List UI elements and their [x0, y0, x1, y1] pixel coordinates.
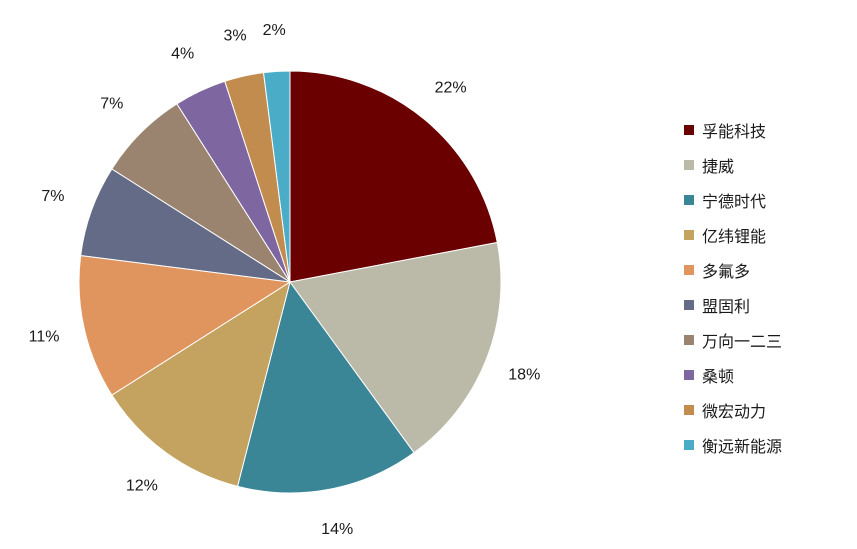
- legend-label: 桑顿: [702, 366, 735, 386]
- pie-slice-1: [289, 241, 502, 454]
- legend-label: 盟固利: [702, 296, 751, 316]
- legend-item: 盟固利: [684, 287, 782, 322]
- legend-item: 宁德时代: [684, 182, 782, 217]
- pie-slice-value-label: 2%: [263, 22, 286, 39]
- legend-item: 多氟多: [684, 252, 782, 287]
- pie-slice-value-label: 3%: [223, 28, 246, 45]
- legend-item: 捷威: [684, 147, 782, 182]
- pie-slice-2: [236, 280, 415, 494]
- pie-slice-value-label: 11%: [29, 329, 60, 346]
- legend-label: 捷威: [702, 156, 735, 176]
- legend-item: 万向一二三: [684, 322, 782, 357]
- pie-value-labels: 22% 18% 14% 12% 11% 7% 7% 4% 3% 2%: [29, 22, 541, 538]
- legend-swatch: [684, 404, 694, 415]
- legend-label: 宁德时代: [702, 191, 767, 211]
- pie-slice-value-label: 12%: [126, 477, 158, 494]
- legend-swatch: [684, 194, 694, 205]
- legend-item: 桑顿: [684, 357, 782, 392]
- legend-item: 衡远新能源: [684, 427, 782, 462]
- legend-label: 微宏动力: [702, 401, 767, 421]
- legend-label: 万向一二三: [702, 331, 783, 351]
- legend-swatch: [684, 299, 694, 310]
- pie-slice-value-label: 22%: [435, 79, 467, 96]
- legend-item: 亿纬锂能: [684, 217, 782, 252]
- legend-swatch: [684, 369, 694, 380]
- pie-slice-4: [78, 254, 292, 396]
- legend-item: 孚能科技: [684, 112, 782, 147]
- legend-swatch: [684, 124, 694, 135]
- legend-swatch: [684, 334, 694, 345]
- legend-label: 多氟多: [702, 261, 751, 281]
- pie-slice-value-label: 7%: [41, 188, 64, 205]
- legend-swatch: [684, 159, 694, 170]
- pie-slice-value-label: 4%: [171, 46, 194, 63]
- legend-swatch: [684, 229, 694, 240]
- legend-label: 孚能科技: [702, 121, 767, 141]
- legend-item: 微宏动力: [684, 392, 782, 427]
- pie-slice-value-label: 7%: [100, 95, 123, 112]
- legend-label: 衡远新能源: [702, 436, 783, 456]
- pie-slice-9: [262, 70, 291, 283]
- legend-swatch: [684, 264, 694, 275]
- chart-legend: 孚能科技捷威宁德时代亿纬锂能多氟多盟固利万向一二三桑顿微宏动力衡远新能源: [684, 112, 782, 462]
- legend-label: 亿纬锂能: [702, 226, 767, 246]
- pie-slices: [78, 70, 502, 494]
- pie-slice-0: [289, 70, 498, 283]
- pie-slice-3: [111, 280, 291, 487]
- pie-slice-value-label: 18%: [508, 366, 540, 383]
- pie-slice-value-label: 14%: [321, 521, 353, 538]
- legend-swatch: [684, 439, 694, 450]
